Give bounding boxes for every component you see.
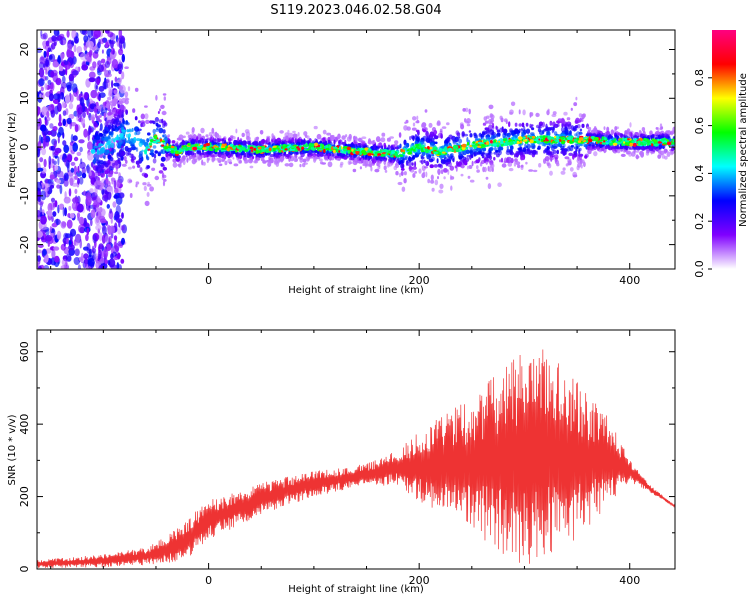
colorbar-tick-label: 0.4	[693, 165, 706, 183]
colorbar-fill	[712, 30, 736, 269]
y-tick-label: 0	[18, 144, 31, 151]
spectrogram-ylabel: Frequency (Hz)	[7, 112, 18, 188]
x-tick-label: 0	[205, 274, 212, 287]
snr-xlabel: Height of straight line (km)	[288, 584, 424, 595]
snr-ticks: 0 200 400 0 200 400 600	[18, 330, 675, 587]
spectrogram-xlabel: Height of straight line (km)	[288, 285, 424, 296]
colorbar-ticks: 0.0 0.2 0.4 0.6 0.8	[693, 69, 712, 278]
colorbar-tick-label: 0.6	[693, 117, 706, 135]
x-tick-label: 400	[619, 274, 640, 287]
snr-ylabel: SNR (10 * v/v)	[7, 414, 18, 485]
spectrogram-panel: 0 200 400 -20 -10 0 10 20 Height of straight li…	[7, 29, 676, 296]
spectrogram-ticks: 0 200 400 -20 -10 0 10 20	[18, 30, 675, 287]
x-tick-label: 400	[619, 574, 640, 587]
snr-series-line	[37, 349, 675, 568]
y-tick-label: 20	[18, 43, 31, 57]
x-tick-label: 0	[205, 574, 212, 587]
figure-title: S119.2023.046.02.58.G04	[270, 3, 441, 18]
colorbar-label: Normalized spectral amplitude	[738, 73, 749, 227]
snr-panel: 0 200 400 0 200 400 600 Height of straight lin…	[7, 329, 676, 595]
y-tick-label: 0	[18, 566, 31, 573]
y-tick-label: 200	[18, 486, 31, 507]
snr-frame	[36, 329, 676, 570]
y-tick-label: -10	[18, 187, 31, 205]
colorbar-tick-label: 0.8	[693, 69, 706, 87]
x-tick-label: 200	[409, 574, 430, 587]
spectrogram-heatmap	[37, 30, 675, 269]
y-tick-label: 400	[18, 414, 31, 435]
colorbar-tick-label: 0.2	[693, 212, 706, 230]
y-tick-label: 600	[18, 341, 31, 362]
colorbar-tick-label: 0.0	[693, 260, 706, 278]
spectrogram-frame	[36, 29, 676, 270]
y-tick-label: -20	[18, 236, 31, 254]
x-tick-label: 200	[409, 274, 430, 287]
colorbar: 0.0 0.2 0.4 0.6 0.8 Normalized spectral ampl…	[693, 30, 749, 278]
y-tick-label: 10	[18, 91, 31, 105]
